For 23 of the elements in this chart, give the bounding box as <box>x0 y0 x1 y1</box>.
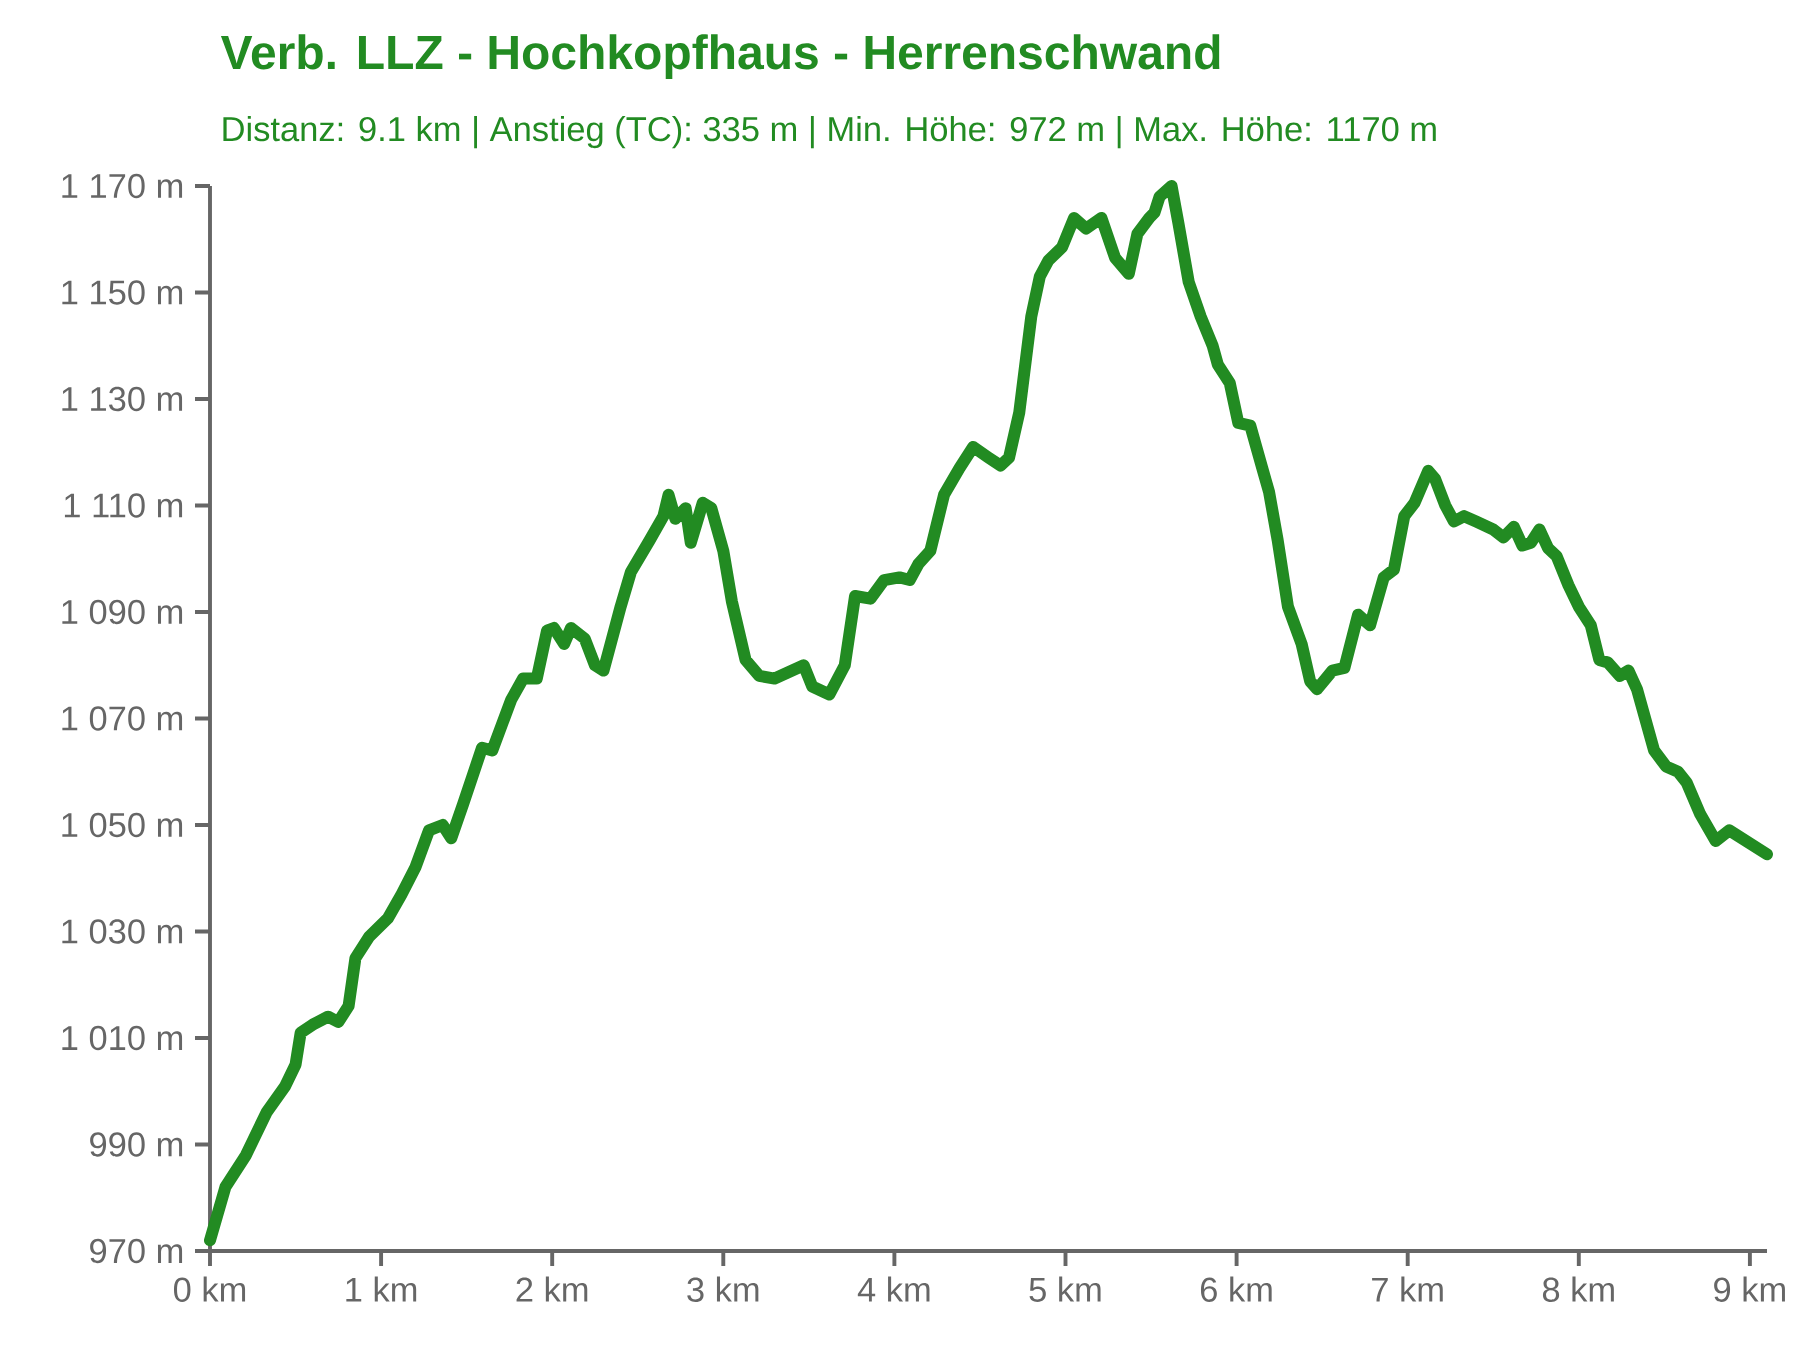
x-tick-label: 9 km <box>1714 1276 1785 1302</box>
y-tick-label: 990 m <box>90 1132 183 1157</box>
x-tick-label: 7 km <box>1372 1276 1443 1302</box>
y-tick-label: 1 170 m <box>62 173 183 199</box>
x-tick-label: 5 km <box>1029 1276 1101 1302</box>
y-tick-label: 1 150 m <box>62 280 183 305</box>
x-tick-label: 0 km <box>173 1276 246 1302</box>
x-tick-label: 8 km <box>1542 1276 1614 1302</box>
x-tick-label: 6 km <box>1200 1276 1272 1302</box>
y-tick-label: 1 110 m <box>64 493 183 518</box>
y-tick-label: 1 030 m <box>62 919 183 944</box>
x-tick-label: 3 km <box>687 1276 759 1302</box>
x-tick-label: 2 km <box>516 1276 588 1302</box>
chart-title: Verb. LLZ - Hochkopfhaus - Herrenschwand <box>220 34 1220 79</box>
y-tick-label: 1 130 m <box>62 386 183 412</box>
x-tick-label: 1 km <box>346 1276 417 1302</box>
chart-subtitle: Distanz: 9.1 km | Anstieg (TC): 335 m | Min. Höhe: 972 m | Max. Höhe: 1170 m <box>223 116 1436 149</box>
y-tick-label: 1 070 m <box>62 706 183 731</box>
y-tick-label: 970 m <box>90 1238 183 1264</box>
x-tick-label: 4 km <box>857 1276 930 1302</box>
y-tick-label: 1 010 m <box>62 1025 183 1051</box>
y-tick-label: 1 050 m <box>62 812 183 838</box>
y-tick-label: 1 090 m <box>62 599 183 625</box>
